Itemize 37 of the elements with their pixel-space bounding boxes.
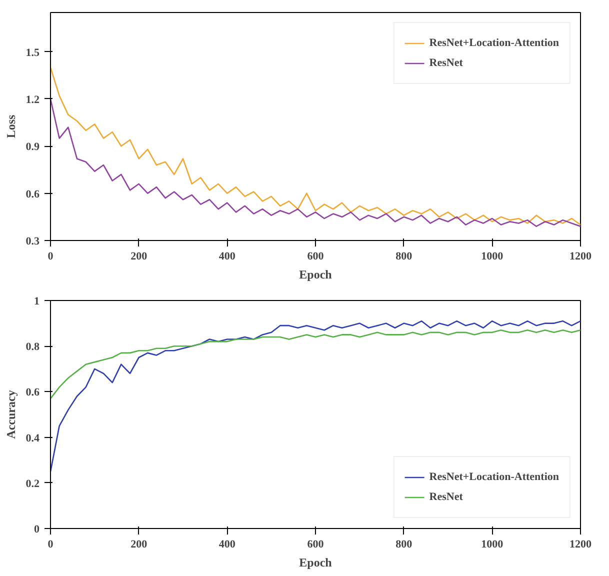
y-tick-label: 0.6	[26, 188, 40, 200]
x-tick-label: 400	[218, 250, 236, 262]
y-tick-label: 0.2	[26, 478, 40, 490]
x-tick-label: 800	[396, 538, 413, 550]
x-tick-label: 200	[130, 538, 148, 550]
legend-label: ResNet	[429, 57, 463, 69]
x-tick-label: 1000	[481, 538, 504, 550]
y-tick-label: 0.4	[26, 432, 40, 444]
line-series	[50, 98, 580, 227]
x-tick-label: 1200	[570, 250, 592, 262]
x-tick-label: 200	[130, 250, 148, 262]
y-tick-label: 0.3	[26, 236, 40, 248]
x-tick-label: 0	[48, 538, 54, 550]
legend-label: ResNet+Location-Attention	[429, 471, 559, 483]
y-tick-label: 0.8	[26, 341, 40, 354]
legend-label: ResNet+Location-Attention	[429, 37, 559, 49]
line-series	[50, 66, 580, 226]
line-series	[50, 329, 580, 400]
y-axis-title: Accuracy	[4, 390, 18, 439]
y-tick-label: 0	[34, 524, 40, 536]
x-tick-label: 1000	[481, 250, 504, 262]
x-axis-title: Epoch	[299, 556, 332, 570]
x-tick-label: 600	[307, 250, 324, 262]
x-tick-label: 400	[218, 538, 236, 550]
x-axis-title: Epoch	[299, 268, 332, 282]
y-tick-label: 1.2	[26, 94, 40, 106]
y-tick-label: 1.5	[26, 46, 40, 59]
y-tick-label: 0.9	[26, 141, 40, 154]
y-tick-label: 0.6	[26, 386, 40, 399]
x-tick-label: 800	[396, 250, 413, 262]
y-tick-label: 1	[34, 296, 40, 308]
legend-label: ResNet	[429, 491, 463, 503]
x-tick-label: 1200	[570, 538, 592, 550]
y-axis-title: Loss	[4, 114, 18, 138]
line-series	[50, 320, 580, 472]
x-tick-label: 0	[48, 250, 54, 262]
x-tick-label: 600	[307, 538, 324, 550]
